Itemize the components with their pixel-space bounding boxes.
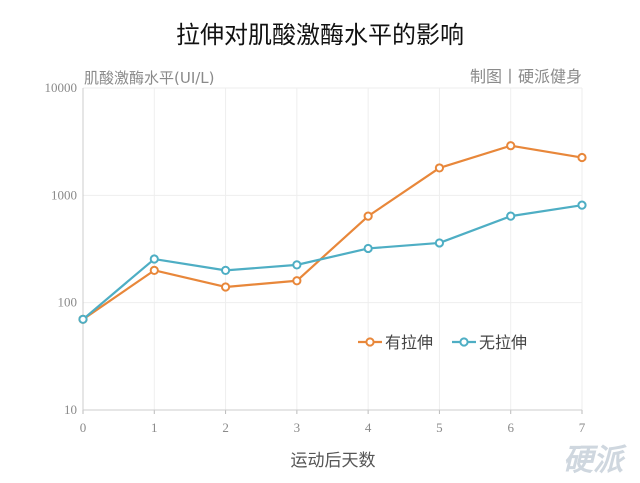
y-tick-label: 1000: [51, 187, 77, 202]
data-point: [149, 265, 159, 275]
x-tick-label: 5: [436, 420, 443, 435]
data-point: [506, 141, 516, 151]
data-point: [220, 282, 231, 292]
data-point: [292, 276, 302, 286]
x-tick-label: 6: [507, 420, 514, 435]
legend-swatch-marker: [365, 337, 375, 347]
data-point: [363, 211, 373, 221]
x-tick-labels: 0 1 2 3 4 5 6 7: [80, 420, 586, 435]
data-point: [506, 211, 516, 221]
y-tick-label: 10000: [45, 80, 78, 95]
data-point: [577, 152, 587, 163]
plot-area: [78, 141, 587, 324]
series-line-1: [82, 144, 583, 321]
x-tick-label: 2: [222, 420, 229, 435]
axes: [82, 88, 583, 414]
chart-credit: 制图丨硬派健身: [470, 67, 582, 86]
legend-label: 有拉伸: [385, 333, 433, 352]
data-point: [577, 200, 587, 210]
watermark-logo: 硬派: [563, 443, 627, 478]
x-axis-title: 运动后天数: [291, 451, 376, 471]
data-point: [434, 163, 445, 173]
y-tick-labels: 10 100 1000 10000: [45, 80, 78, 417]
series-line-2: [82, 204, 583, 321]
x-tick-label: 0: [80, 420, 87, 435]
x-tick-label: 7: [579, 420, 586, 435]
x-tick-label: 3: [294, 420, 301, 435]
data-point: [434, 238, 445, 248]
y-tick-label: 100: [58, 295, 78, 310]
data-point: [220, 265, 231, 275]
legend-swatch-marker: [459, 337, 469, 347]
y-tick-label: 10: [64, 402, 77, 417]
legend-label: 无拉伸: [479, 333, 527, 352]
data-point: [363, 243, 373, 254]
chart-title: 拉伸对肌酸激酶水平的影响: [176, 21, 464, 49]
data-point: [78, 314, 88, 324]
grid-lines: [83, 87, 583, 410]
y-axis-label: 肌酸激酶水平(UI/L): [84, 69, 215, 87]
x-tick-label: 4: [365, 420, 372, 435]
data-point: [292, 260, 302, 270]
data-point: [149, 254, 159, 264]
x-tick-label: 1: [151, 420, 158, 435]
legend: 有拉伸 无拉伸: [358, 333, 527, 352]
